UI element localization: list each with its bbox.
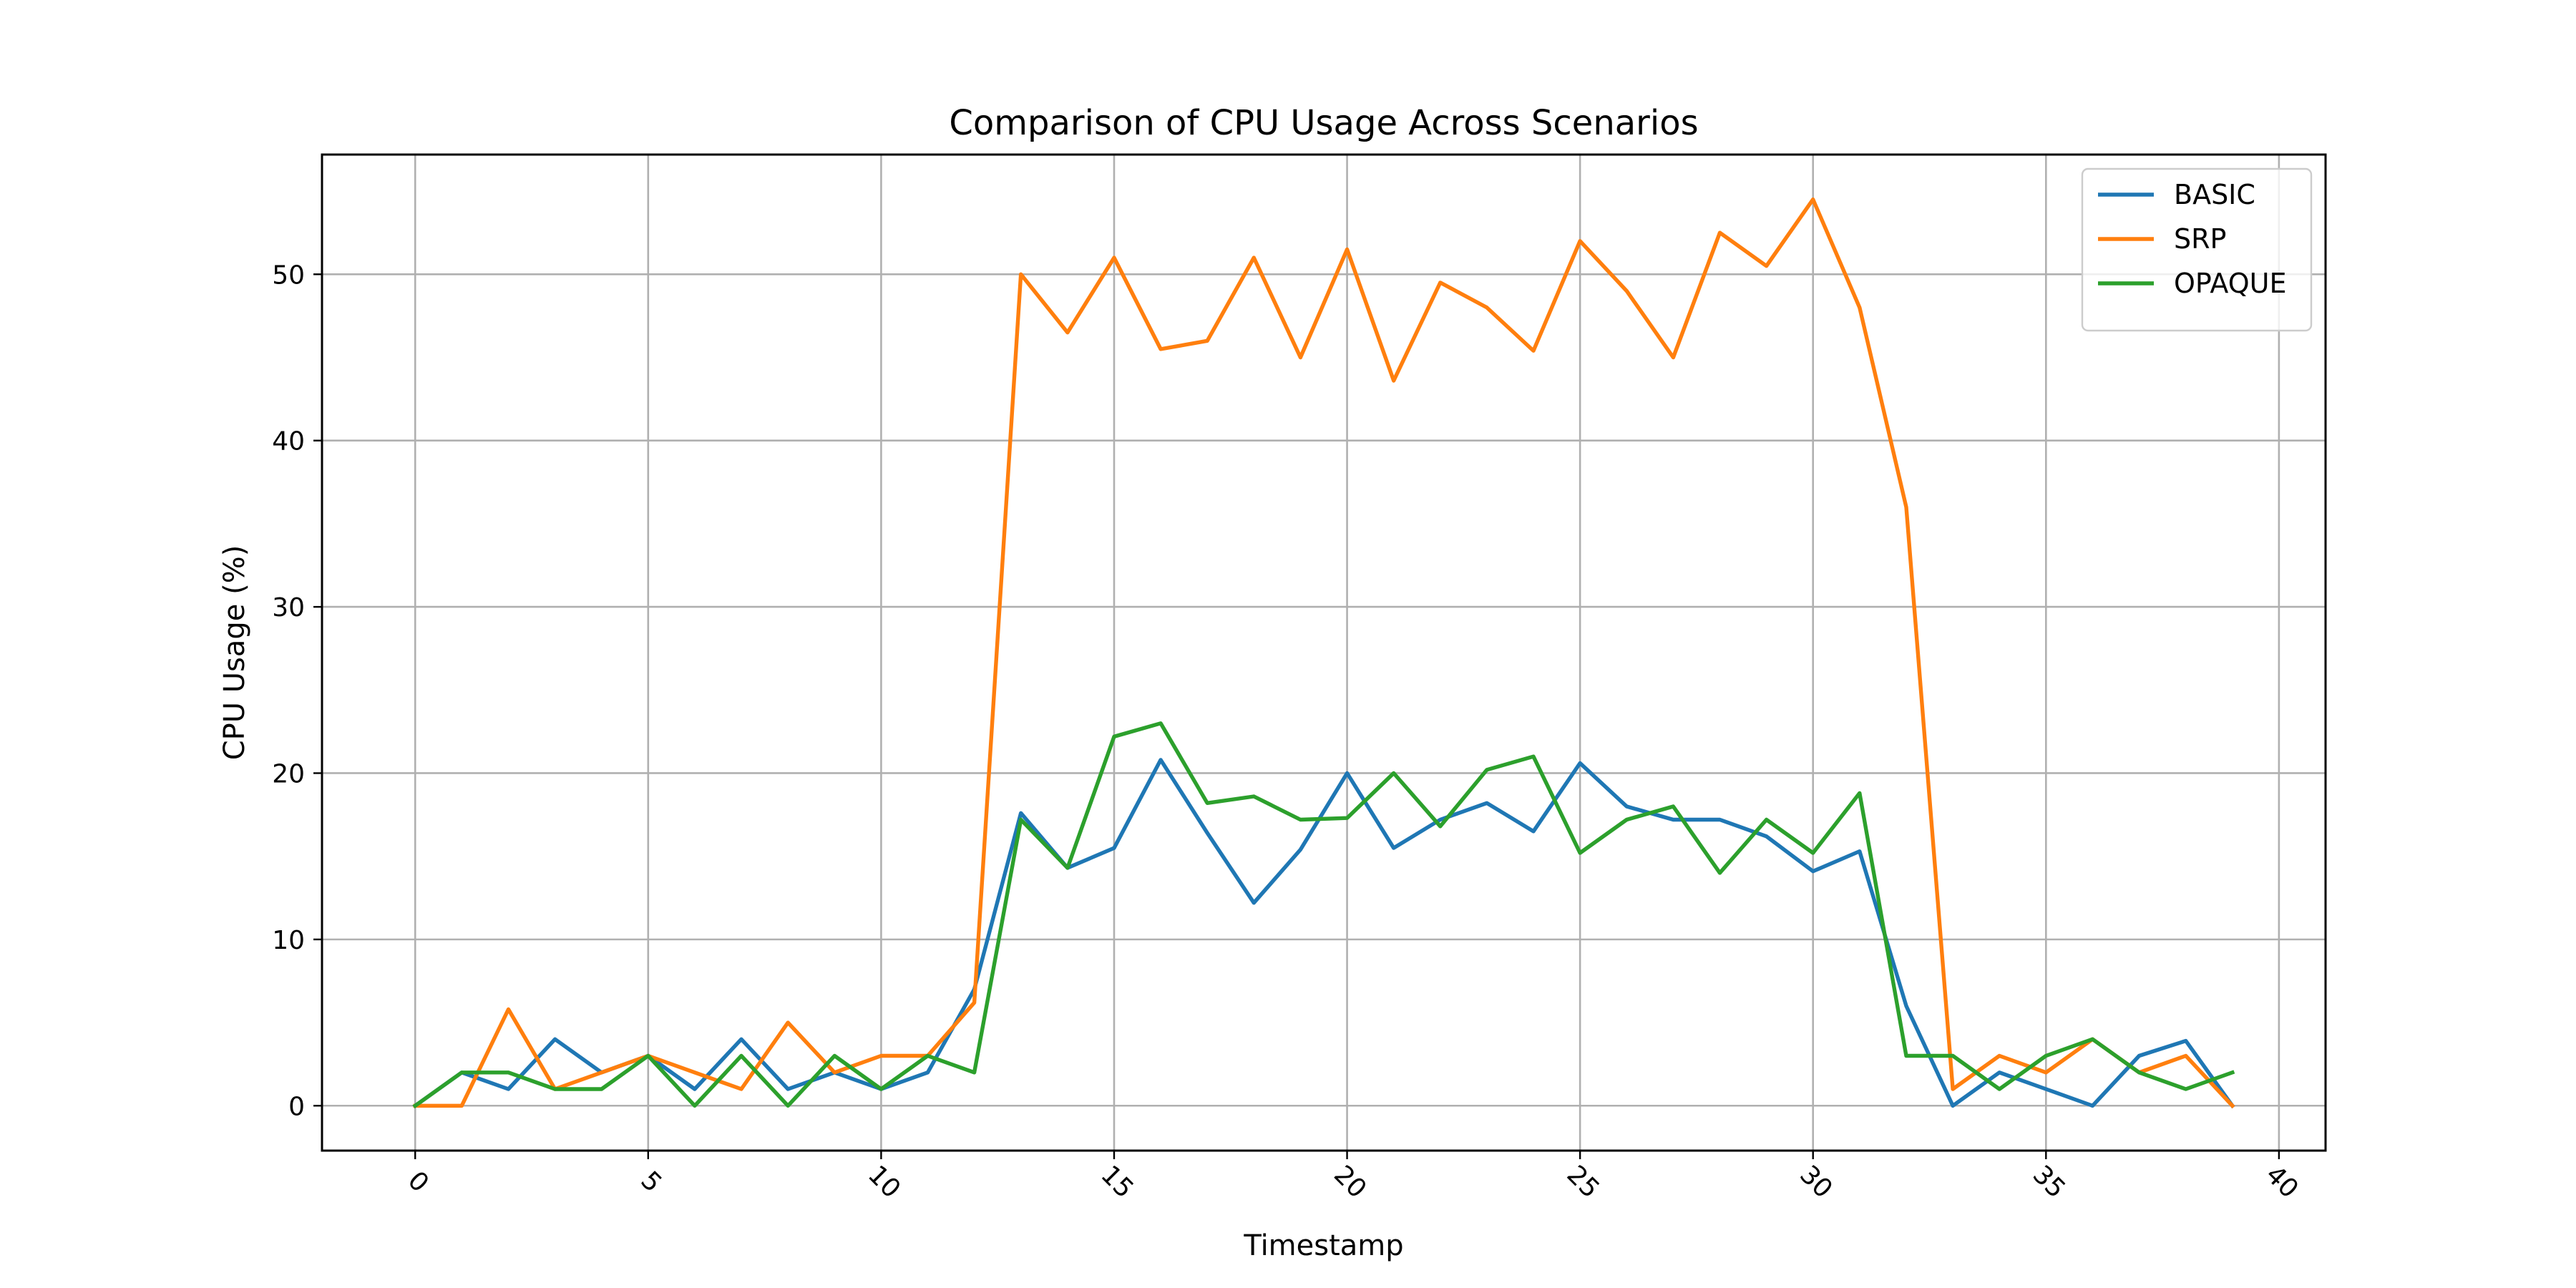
x-tick-label: 5 <box>635 1166 667 1198</box>
x-tick-label: 35 <box>2027 1160 2071 1204</box>
legend-box <box>2081 167 2313 332</box>
x-axis-label: Timestamp <box>1243 1229 1403 1262</box>
gridlines <box>322 155 2326 1151</box>
x-tick-label: 25 <box>1561 1160 1605 1204</box>
legend-label-basic: BASIC <box>2174 179 2255 210</box>
legend: BASIC SRP OPAQUE <box>2081 167 2313 332</box>
legend-label-srp: SRP <box>2174 223 2226 255</box>
x-tick-label: 0 <box>402 1166 434 1198</box>
x-tick-label: 15 <box>1095 1160 1138 1204</box>
x-tick-label: 10 <box>862 1160 906 1204</box>
series-line-opaque <box>412 721 2235 1109</box>
plot-frame <box>321 153 2327 1152</box>
x-tick-label: 30 <box>1794 1160 1838 1204</box>
x-tick-label: 20 <box>1328 1160 1372 1204</box>
legend-label-opaque: OPAQUE <box>2174 268 2286 299</box>
series-line-srp <box>413 197 2235 1109</box>
axis-ticks: 0 5 10 15 20 25 30 35 40 0 10 20 30 40 50 <box>272 260 2304 1204</box>
y-tick-label: 10 <box>272 926 305 955</box>
series-lines <box>412 197 2235 1109</box>
y-tick-label: 0 <box>288 1092 305 1121</box>
y-tick-label: 40 <box>272 427 305 457</box>
y-tick-label: 30 <box>272 593 305 623</box>
chart-title: Comparison of CPU Usage Across Scenarios <box>949 103 1698 143</box>
y-tick-label: 20 <box>272 759 305 789</box>
x-tick-label: 40 <box>2260 1160 2303 1204</box>
series-line-basic <box>412 758 2235 1109</box>
y-axis-label: CPU Usage (%) <box>218 545 251 761</box>
y-tick-label: 50 <box>272 260 305 290</box>
